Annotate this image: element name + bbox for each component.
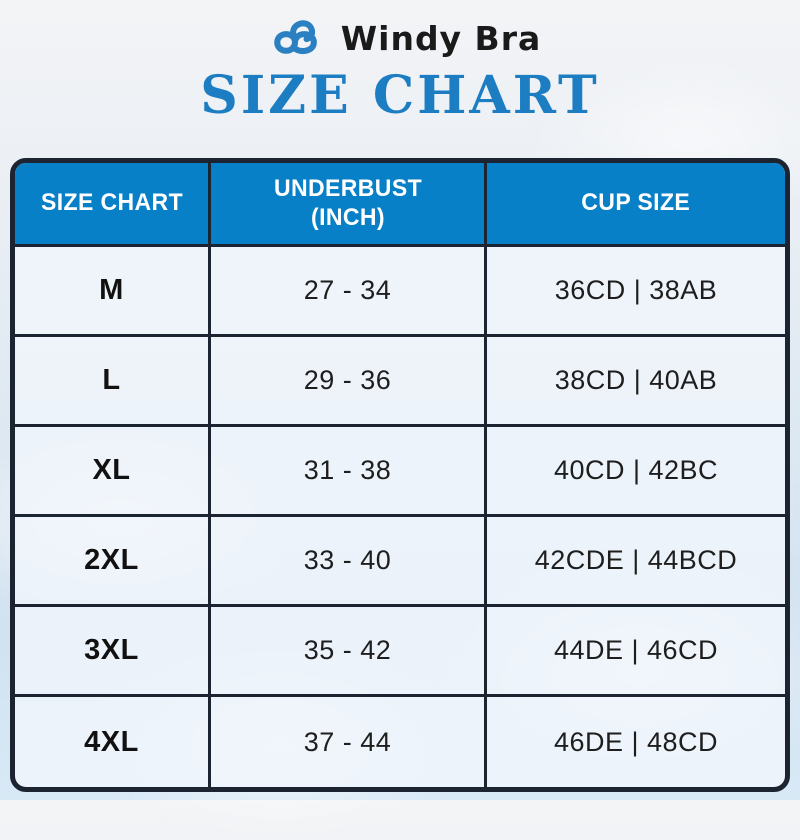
page-header: Windy Bra SIZE CHART xyxy=(0,0,800,122)
table-row: M 27 - 34 36CD | 38AB xyxy=(15,247,785,337)
size-cell: M xyxy=(15,247,211,334)
header-cell-size: SIZE CHART xyxy=(15,163,211,244)
size-chart-table: SIZE CHART UNDERBUST (INCH) CUP SIZE M 2… xyxy=(10,158,790,792)
table-row: 3XL 35 - 42 44DE | 46CD xyxy=(15,607,785,697)
header-label: CUP SIZE xyxy=(581,189,691,217)
page-title: SIZE CHART xyxy=(200,65,600,126)
size-cell: 3XL xyxy=(15,607,211,694)
cup-size-cell: 46DE | 48CD xyxy=(553,726,719,757)
underbust-cell: 37 - 44 xyxy=(211,697,487,787)
cup-size-cell: 42CDE | 44BCD xyxy=(534,545,738,575)
table-row: 4XL 37 - 44 46DE | 48CD xyxy=(15,697,785,787)
cup-size-cell: 38CD | 40AB xyxy=(554,365,718,395)
table-row: XL 31 - 38 40CD | 42BC xyxy=(15,427,785,517)
underbust-cell: 27 - 34 xyxy=(211,247,487,334)
infinity-cloud-icon xyxy=(273,20,317,55)
size-cell: 4XL xyxy=(15,697,211,787)
header-label: SIZE CHART xyxy=(40,189,183,217)
table-header-row: SIZE CHART UNDERBUST (INCH) CUP SIZE xyxy=(15,163,785,247)
underbust-cell: 29 - 36 xyxy=(211,337,487,424)
size-cell: XL xyxy=(15,427,211,514)
cup-size-cell: 36CD | 38AB xyxy=(554,275,718,305)
underbust-cell: 35 - 42 xyxy=(211,607,487,694)
table-row: 2XL 33 - 40 42CDE | 44BCD xyxy=(15,517,785,607)
cup-size-cell: 44DE | 46CD xyxy=(553,635,719,665)
brand-logo: Windy Bra xyxy=(0,0,800,62)
table-row: L 29 - 36 38CD | 40AB xyxy=(15,337,785,427)
cup-size-cell: 40CD | 42BC xyxy=(553,455,719,485)
header-label: UNDERBUST (INCH) xyxy=(273,175,422,231)
underbust-cell: 31 - 38 xyxy=(211,427,487,514)
header-cell-underbust: UNDERBUST (INCH) xyxy=(211,163,487,244)
brand-name: Windy Bra xyxy=(340,18,542,58)
size-cell: L xyxy=(15,337,211,424)
underbust-cell: 33 - 40 xyxy=(211,517,487,604)
size-cell: 2XL xyxy=(15,517,211,604)
header-cell-cup: CUP SIZE xyxy=(487,163,785,244)
